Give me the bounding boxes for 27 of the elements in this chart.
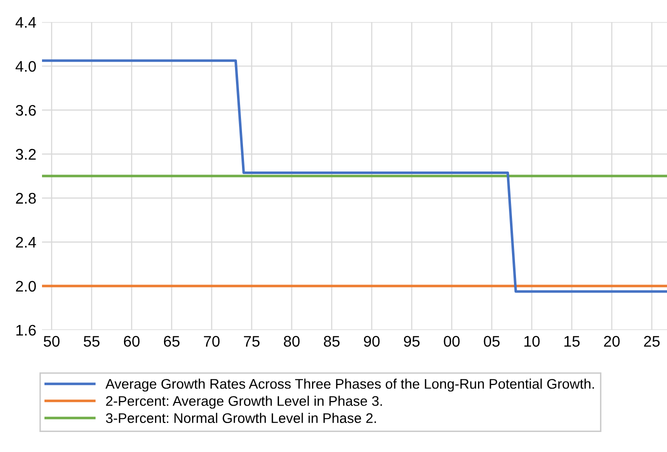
y-tick-label: 2.0 [16,280,36,292]
x-tick-label: 90 [364,336,380,347]
y-tick-label: 3.6 [16,104,36,116]
y-tick-label: 2.4 [16,236,36,248]
x-tick-label: 50 [44,336,60,347]
x-tick-label: 60 [124,336,140,347]
x-tick-label: 80 [284,336,300,347]
legend-label: 2-Percent: Average Growth Level in Phase 3. [106,396,382,409]
x-tick-label: 20 [604,336,620,347]
x-tick-label: 15 [564,336,580,347]
y-tick-label: 4.0 [16,60,36,72]
x-tick-label: 70 [204,336,220,347]
y-tick-label: 2.8 [16,192,36,204]
x-tick-label: 55 [84,336,100,347]
y-tick-label: 1.6 [16,324,36,336]
x-tick-label: 95 [404,336,420,347]
x-tick-label: 10 [524,336,540,347]
x-tick-label: 85 [324,336,340,347]
y-tick-label: 4.4 [16,17,36,28]
x-tick-label: 65 [164,336,180,347]
x-tick-label: 75 [244,336,260,347]
x-tick-label: 05 [484,336,500,347]
legend-label: Average Growth Rates Across Three Phases of the Long-Run Potential Growth. [105,378,594,392]
y-tick-label: 3.2 [16,148,36,160]
x-tick-label: 25 [644,336,660,347]
x-tick-label: 00 [444,336,460,347]
legend-label: 3-Percent: Normal Growth Level in Phase 2. [106,412,376,424]
